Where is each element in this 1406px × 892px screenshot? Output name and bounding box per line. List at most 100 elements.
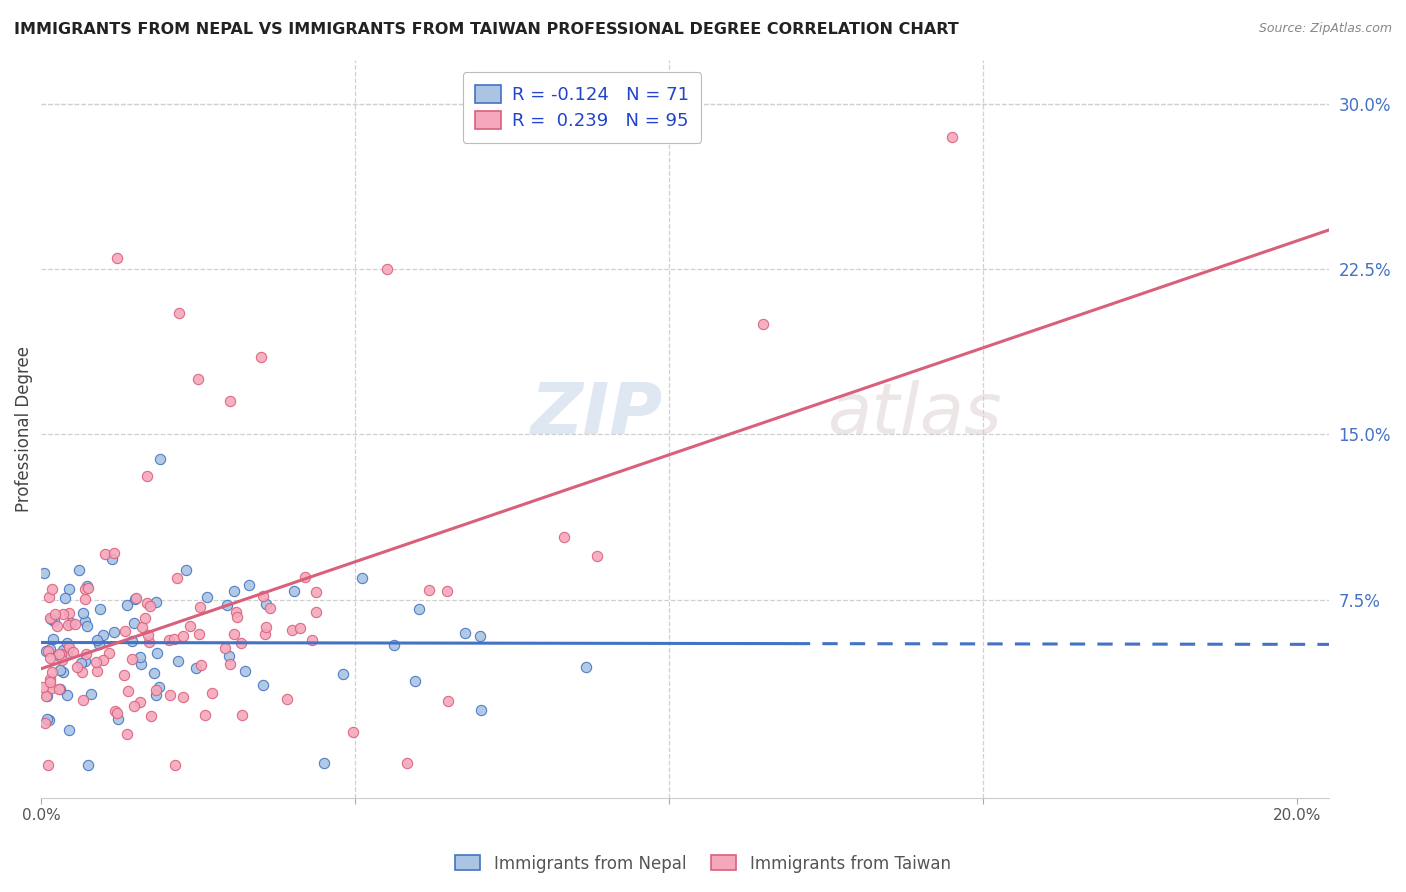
Y-axis label: Professional Degree: Professional Degree <box>15 346 32 512</box>
Point <box>56 648 79 662</box>
Point <box>38 642 60 657</box>
Point <box>188 627 211 641</box>
Point <box>67 563 90 577</box>
Point <box>190 657 212 672</box>
Point <box>77 581 100 595</box>
Point <box>194 708 217 723</box>
Point <box>305 605 328 619</box>
Point <box>288 620 311 634</box>
Point <box>58 723 80 738</box>
Point <box>37 712 59 726</box>
Point <box>283 583 305 598</box>
Point <box>49 663 72 677</box>
Point <box>39 612 62 626</box>
Point <box>75 592 97 607</box>
Point <box>49 648 72 662</box>
Point <box>179 619 201 633</box>
Point <box>41 665 63 679</box>
Point <box>218 649 240 664</box>
Point <box>46 648 69 662</box>
Point <box>55 636 77 650</box>
Text: Source: ZipAtlas.com: Source: ZipAtlas.com <box>1258 22 1392 36</box>
Point <box>115 727 138 741</box>
Point <box>70 656 93 670</box>
Point <box>138 635 160 649</box>
Point <box>436 583 458 598</box>
Point <box>166 571 188 585</box>
Text: IMMIGRANTS FROM NEPAL VS IMMIGRANTS FROM TAIWAN PROFESSIONAL DEGREE CORRELATION : IMMIGRANTS FROM NEPAL VS IMMIGRANTS FROM… <box>14 22 959 37</box>
Point <box>104 704 127 718</box>
Point <box>62 645 84 659</box>
Point <box>253 627 276 641</box>
Point <box>231 707 253 722</box>
Point <box>63 616 86 631</box>
Point <box>37 644 59 658</box>
Point <box>76 579 98 593</box>
Point <box>41 582 63 596</box>
Point <box>218 657 240 672</box>
Point <box>375 262 398 277</box>
Point <box>294 569 316 583</box>
Point <box>404 673 426 688</box>
Point <box>86 632 108 647</box>
Point <box>470 703 492 717</box>
Point <box>52 665 75 680</box>
Point <box>93 547 115 561</box>
Point <box>149 452 172 467</box>
Point <box>98 646 121 660</box>
Point <box>184 661 207 675</box>
Legend: R = -0.124   N = 71, R =  0.239   N = 95: R = -0.124 N = 71, R = 0.239 N = 95 <box>463 72 702 143</box>
Point <box>163 632 186 646</box>
Point <box>48 681 70 696</box>
Point <box>46 619 69 633</box>
Point <box>107 712 129 726</box>
Point <box>136 469 159 483</box>
Point <box>139 708 162 723</box>
Point <box>129 657 152 672</box>
Point <box>89 601 111 615</box>
Point <box>281 624 304 638</box>
Point <box>233 665 256 679</box>
Point <box>145 646 167 660</box>
Point <box>125 591 148 605</box>
Point <box>37 689 59 703</box>
Point <box>44 607 66 621</box>
Point <box>187 372 209 386</box>
Point <box>314 756 336 770</box>
Point <box>117 684 139 698</box>
Point <box>53 591 76 605</box>
Point <box>382 638 405 652</box>
Point <box>38 650 60 665</box>
Point <box>138 628 160 642</box>
Point <box>44 614 66 628</box>
Point <box>73 654 96 668</box>
Point <box>166 654 188 668</box>
Point <box>35 644 58 658</box>
Point <box>70 665 93 680</box>
Point <box>941 129 963 144</box>
Point <box>73 582 96 596</box>
Point <box>225 610 247 624</box>
Point <box>105 706 128 720</box>
Point <box>51 653 73 667</box>
Point <box>128 649 150 664</box>
Point <box>252 589 274 603</box>
Point <box>32 681 55 695</box>
Point <box>453 625 475 640</box>
Point <box>38 590 60 604</box>
Point <box>408 602 430 616</box>
Point <box>77 758 100 772</box>
Point <box>38 675 60 690</box>
Point <box>169 306 191 320</box>
Point <box>72 607 94 621</box>
Point <box>56 618 79 632</box>
Point <box>103 546 125 560</box>
Point <box>34 715 56 730</box>
Point <box>174 563 197 577</box>
Point <box>129 696 152 710</box>
Point <box>229 636 252 650</box>
Point <box>101 552 124 566</box>
Point <box>418 582 440 597</box>
Point <box>575 660 598 674</box>
Point <box>91 628 114 642</box>
